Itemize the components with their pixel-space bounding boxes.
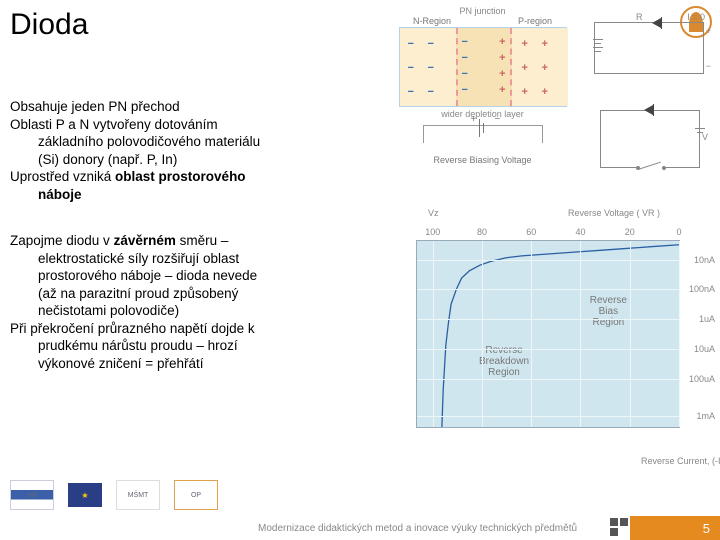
chart-ytick: 1uA: [699, 314, 715, 324]
p1-line2: Oblasti P a N vytvořeny dotováním základ…: [10, 116, 380, 169]
chart-xtick: 60: [526, 227, 536, 237]
p1-l2c: (Si) donory (např. P, In): [10, 151, 380, 169]
p2-l7: prudkému nárůstu proudu – hrozí: [10, 337, 380, 355]
p1-l3c: náboje: [38, 187, 82, 202]
chart-ytick: 1mA: [696, 411, 715, 421]
switch-icon: [638, 162, 661, 170]
page-number: 5: [703, 521, 710, 536]
pn-junction-diagram: PN junction N-Region P-region − − − − − …: [385, 6, 580, 165]
pn-n-label: N-Region: [413, 16, 451, 26]
p1-l2b: základního polovodičového materiálu: [10, 133, 380, 151]
circ1-r-label: R: [636, 12, 643, 22]
pn-caption: wider depletion layer: [385, 109, 580, 119]
p2-line1: Zapojme diodu v závěrném směru – elektro…: [10, 232, 380, 320]
chart-ytick: 10uA: [694, 344, 715, 354]
chart-region-breakdown: ReverseBreakdownRegion: [479, 345, 529, 378]
pn-title: PN junction: [385, 6, 580, 16]
diode-icon: [652, 18, 661, 28]
footer-text: Modernizace didaktických metod a inovace…: [250, 516, 630, 540]
chart-plot-area: ReverseBiasRegion ReverseBreakdownRegion…: [416, 240, 680, 428]
circ2-v-label: V: [702, 132, 708, 142]
chart-ytick: 10nA: [694, 255, 715, 265]
battery-icon: [593, 39, 603, 52]
pn-p-region: + + + + + +: [512, 28, 568, 106]
text-block-1: Obsahuje jeden PN přechod Oblasti P a N …: [10, 98, 380, 203]
p2-l5: nečistotami polovodiče): [10, 302, 380, 320]
p2-l4: (až na parazitní proud způsobený: [10, 285, 380, 303]
text-block-2: Zapojme diodu v závěrném směru – elektro…: [10, 232, 380, 372]
pn-minus-icon: −: [495, 114, 501, 125]
logo-esf: esf: [10, 480, 54, 510]
circuit-reverse-2: V: [600, 110, 700, 168]
chart-curve: [417, 241, 679, 427]
chart-ytick: 100uA: [689, 374, 715, 384]
circuit-reverse-1: R I = 0 + −: [594, 22, 704, 74]
p2-l1c: směru –: [176, 233, 229, 248]
logo-eu: [68, 483, 102, 507]
circ1-i0-label: I = 0: [687, 12, 705, 22]
pn-n-region: − − − − − −: [400, 28, 456, 106]
chart-xtick: 20: [625, 227, 635, 237]
pn-battery: + −: [423, 125, 543, 151]
footer-logos: esf MŠMT OP: [10, 480, 218, 510]
p2-l1a: Zapojme diodu v: [10, 233, 114, 248]
battery-icon: [695, 128, 705, 133]
p2-line2: Při překročení průrazného napětí dojde k…: [10, 320, 380, 373]
chart-ytick: 100nA: [689, 284, 715, 294]
chart-vz-label: Vz: [428, 208, 439, 218]
logo-ministry: MŠMT: [116, 480, 160, 510]
p1-line3: Uprostřed vzniká oblast prostorového náb…: [10, 168, 380, 203]
p2-l3: prostorového náboje – dioda nevede: [10, 267, 380, 285]
chart-vr-label: Reverse Voltage ( VR ): [568, 208, 660, 218]
slide-title: Dioda: [10, 8, 88, 42]
p2-l6: Při překročení průrazného napětí dojde k: [10, 321, 255, 336]
circ1-minus: −: [706, 61, 711, 71]
p2-l2: elektrostatické síly rozšiřují oblast: [10, 250, 380, 268]
chart-xtick: 80: [477, 227, 487, 237]
pn-depletion-region: − + − + − + − +: [456, 28, 512, 106]
p1-line1: Obsahuje jeden PN přechod: [10, 98, 380, 116]
pn-bias-label: Reverse Biasing Voltage: [385, 155, 580, 165]
logo-op: OP: [174, 480, 218, 510]
p2-l1b: závěrném: [114, 233, 176, 248]
circ1-plus: +: [706, 26, 711, 36]
chart-xtick: 0: [676, 227, 681, 237]
p1-l3b: oblast prostorového: [115, 169, 246, 184]
p1-l2a: Oblasti P a N vytvořeny dotováním: [10, 117, 218, 132]
footer-square-icon: [610, 518, 628, 536]
chart-xtick: 40: [575, 227, 585, 237]
pn-box: − − − − − − − + − + − + − + + + + +: [399, 27, 567, 107]
p2-l8: výkonové zničení = přehřátí: [10, 355, 380, 373]
p1-l3a: Uprostřed vzniká: [10, 169, 115, 184]
iv-chart: Vz Reverse Voltage ( VR ) ReverseBiasReg…: [400, 222, 700, 452]
chart-ir-caption: Reverse Current, (-IR): [641, 456, 720, 466]
chart-region-bias: ReverseBiasRegion: [590, 295, 627, 328]
pn-p-label: P-region: [518, 16, 552, 26]
chart-xtick: 100: [425, 227, 440, 237]
diode-icon: [644, 105, 653, 115]
pn-plus-icon: +: [471, 114, 477, 125]
